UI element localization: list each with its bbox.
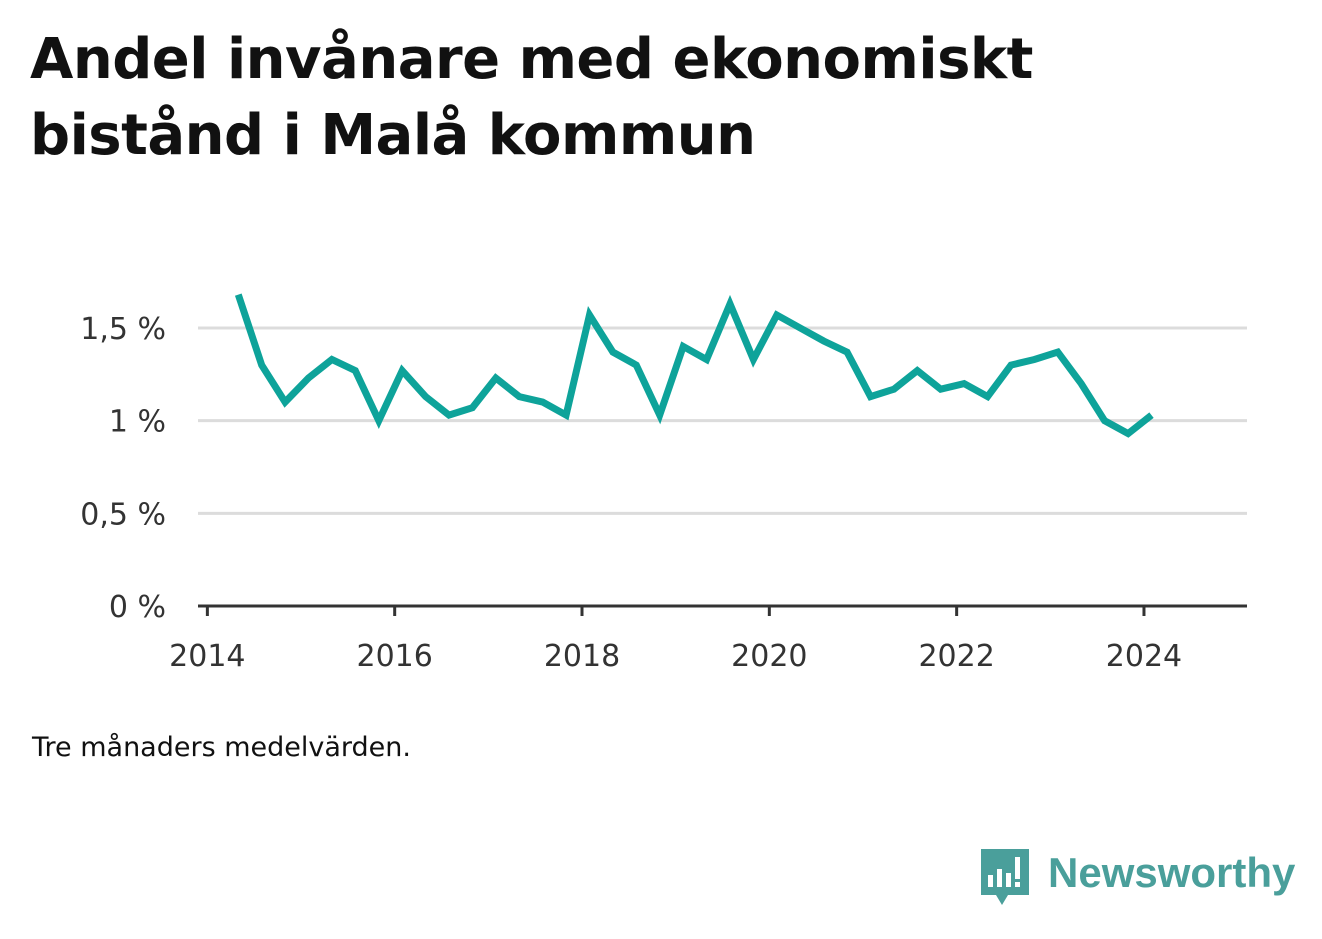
chart-note: Tre månaders medelvärden.: [32, 732, 411, 763]
x-tick-label: 2018: [544, 639, 620, 674]
y-tick-label: 1 %: [109, 405, 166, 440]
newsworthy-logo-icon: [981, 849, 1029, 905]
y-tick-labels: 0 % 0,5 % 1 % 1,5 %: [80, 312, 166, 625]
x-tick-label: 2020: [731, 639, 807, 674]
line-chart: 0 % 0,5 % 1 % 1,5 % 2014 2016 2018 2020 2022 202…: [80, 293, 1247, 674]
data-series: [234, 293, 1154, 438]
x-tick-label: 2016: [357, 639, 433, 674]
y-tick-label: 1,5 %: [80, 312, 166, 347]
x-tick-label: 2022: [918, 639, 994, 674]
x-tick-label: 2024: [1106, 639, 1182, 674]
chart-title: Andel invånare med ekonomiskt bistånd i …: [30, 27, 1033, 168]
x-tick-label: 2014: [169, 639, 245, 674]
brand-name: Newsworthy: [1048, 849, 1296, 896]
newsworthy-logo[interactable]: Newsworthy: [978, 845, 1298, 915]
y-tick-label: 0,5 %: [80, 497, 166, 532]
series-line: [234, 293, 1154, 438]
x-axis: 2014 2016 2018 2020 2022 2024: [169, 604, 1247, 674]
gridlines: [198, 326, 1247, 515]
y-tick-label: 0 %: [109, 590, 166, 625]
